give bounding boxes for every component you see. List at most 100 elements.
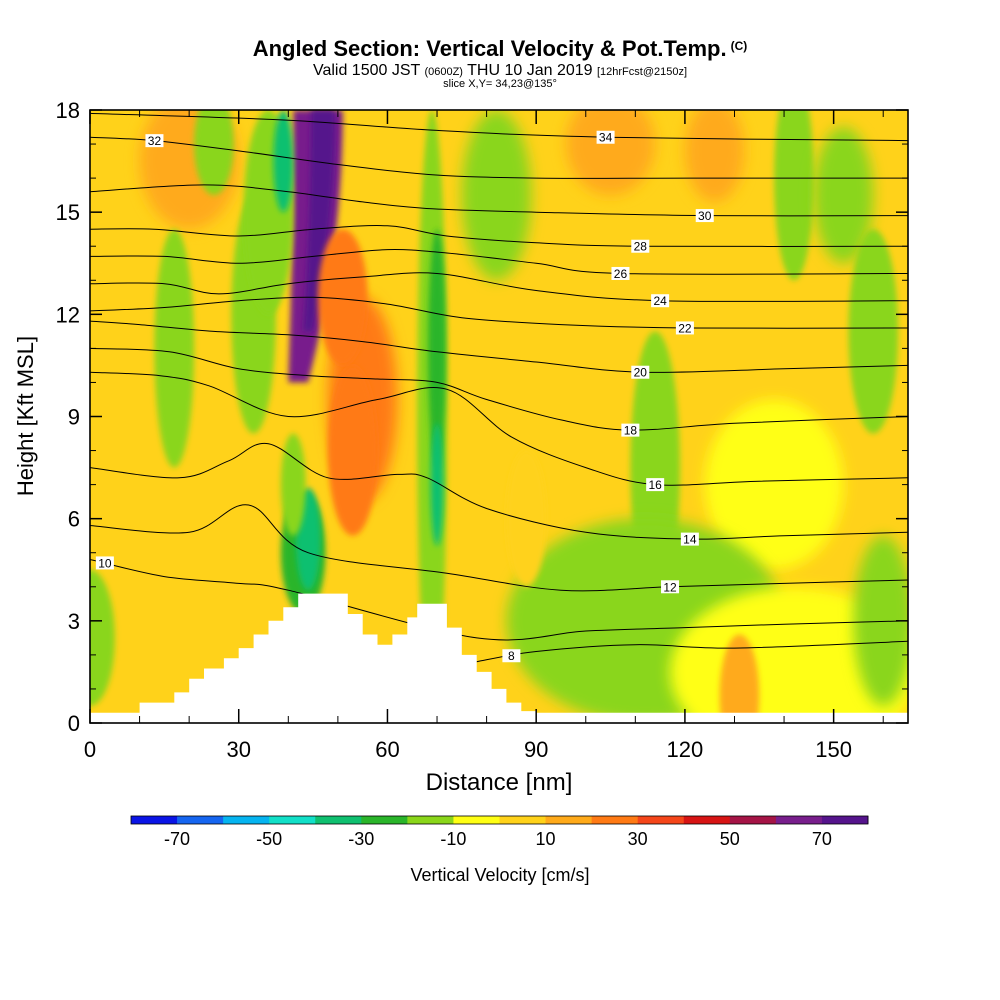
colorbar-tick-label: -10 (440, 829, 466, 849)
theta-contour-label-text: 12 (663, 580, 677, 594)
theta-contour-label-text: 14 (683, 533, 697, 547)
theta-contour-10 (90, 559, 908, 641)
theta-contour-12 (90, 504, 908, 592)
chart-subtitle: Valid 1500 JST (0600Z) THU 10 Jan 2019 [… (0, 62, 1000, 80)
theta-contour-labels: 8 10 12 14 16 18 20 22 24 26 28 30 32 34 (95, 130, 714, 663)
theta-contour-label-text: 16 (648, 478, 662, 492)
x-tick-label: 150 (815, 737, 852, 762)
valid-date: THU 10 Jan 2019 (467, 62, 593, 79)
velocity-feature-17 (428, 229, 446, 468)
theta-contour-label-text: 18 (624, 424, 638, 438)
velocity-feature-15 (280, 433, 306, 536)
theta-contour-label-text: 30 (698, 209, 712, 223)
velocity-feature-5 (318, 229, 368, 366)
velocity-feature-19 (461, 110, 532, 281)
y-tick-label: 18 (56, 98, 80, 123)
theta-contour-20 (90, 320, 908, 373)
theta-contour-label-text: 8 (508, 649, 515, 663)
theta-contour-label-text: 28 (634, 240, 648, 254)
velocity-feature-18 (430, 423, 444, 546)
valid-time: Valid 1500 JST (312, 62, 420, 79)
theta-contour-34 (90, 112, 908, 142)
theta-contour-label-text: 26 (614, 267, 628, 281)
theta-contour-label-text: 32 (148, 134, 162, 148)
x-tick-label: 90 (524, 737, 548, 762)
theta-contour-label-22: 22 (675, 321, 694, 335)
velocity-feature-2 (303, 110, 335, 332)
theta-contour-label-26: 26 (611, 266, 630, 281)
y-tick-label: 3 (68, 609, 80, 634)
theta-contour-32 (90, 136, 908, 179)
colorbar-swatch (269, 816, 316, 824)
theta-contours (90, 112, 908, 663)
theta-contour-14 (90, 442, 908, 540)
colorbar-tick-label: 10 (536, 829, 556, 849)
velocity-feature-31 (506, 450, 547, 587)
theta-contour-8 (476, 640, 908, 663)
y-axis-label: Height [Kft MSL] (13, 336, 38, 496)
colorbar-frame (130, 815, 869, 825)
theta-contour-28 (90, 225, 908, 247)
title-suffix: (C) (730, 39, 748, 53)
colorbar-swatch (361, 816, 408, 824)
velocity-feature-30 (719, 634, 760, 723)
theta-contour-label-18: 18 (621, 423, 640, 438)
terrain (90, 593, 908, 723)
y-tick-label: 15 (56, 200, 80, 225)
x-tick-label: 60 (375, 737, 399, 762)
y-tick-label: 6 (68, 507, 80, 532)
theta-contour-label-14: 14 (680, 532, 699, 547)
theta-contour-label-text: 34 (599, 131, 613, 145)
colorbar-swatch (683, 816, 731, 824)
colorbar-tick-label: -50 (256, 829, 282, 849)
y-tick-label: 9 (68, 405, 80, 430)
theta-contour-label-30: 30 (695, 209, 714, 223)
theta-contour-18 (90, 347, 908, 431)
colorbar-swatch (591, 816, 639, 824)
theta-contour-label-8: 8 (502, 649, 521, 663)
velocity-feature-26 (853, 535, 908, 706)
valid-utc: (0600Z) (424, 66, 463, 78)
colorbar: -70 -50 -30 -10 10 30 50 70 (130, 815, 869, 849)
axis-ticks: 0 30 60 90 120 150 0 3 6 9 12 15 18 (56, 98, 908, 762)
theta-contour-label-text: 22 (678, 321, 692, 335)
theta-contour-label-20: 20 (631, 365, 650, 380)
colorbar-swatch (223, 816, 270, 824)
velocity-feature-11 (273, 110, 294, 213)
colorbar-swatch (407, 816, 454, 824)
colorbar-swatch (545, 816, 593, 824)
velocity-feature-23 (704, 399, 844, 570)
velocity-feature-7 (565, 110, 656, 196)
theta-contour-label-16: 16 (646, 478, 665, 492)
colorbar-swatch (821, 816, 869, 824)
theta-contour-label-34: 34 (596, 130, 615, 145)
velocity-feature-4 (327, 365, 378, 536)
theta-contour-label-text: 24 (653, 294, 667, 308)
colorbar-tick-label: 50 (720, 829, 740, 849)
x-tick-label: 0 (84, 737, 96, 762)
theta-contour-label-text: 10 (98, 556, 112, 570)
y-tick-label: 0 (68, 711, 80, 736)
colorbar-swatch (499, 816, 547, 824)
theta-contour-label-12: 12 (661, 580, 680, 594)
colorbar-swatch (637, 816, 685, 824)
theta-contour-label-10: 10 (95, 556, 114, 570)
theta-contour-label-text: 20 (634, 366, 648, 380)
x-tick-label: 30 (226, 737, 250, 762)
x-axis-label: Distance [nm] (426, 769, 573, 796)
theta-contour-26 (90, 249, 908, 275)
chart-title: Angled Section: Vertical Velocity & Pot.… (0, 36, 1000, 62)
colorbar-swatch (131, 816, 178, 824)
colorbar-tick-label: 30 (628, 829, 648, 849)
colorbar-label: Vertical Velocity [cm/s] (410, 865, 589, 885)
velocity-feature-27 (774, 110, 814, 281)
velocity-feature-20 (154, 229, 195, 468)
velocity-feature-8 (684, 110, 745, 202)
velocity-feature-21 (90, 569, 115, 706)
velocity-feature-12 (194, 110, 234, 196)
colorbar-swatch (453, 816, 500, 824)
y-tick-label: 12 (56, 302, 80, 327)
colorbar-swatch (315, 816, 362, 824)
velocity-feature-28 (813, 127, 874, 264)
